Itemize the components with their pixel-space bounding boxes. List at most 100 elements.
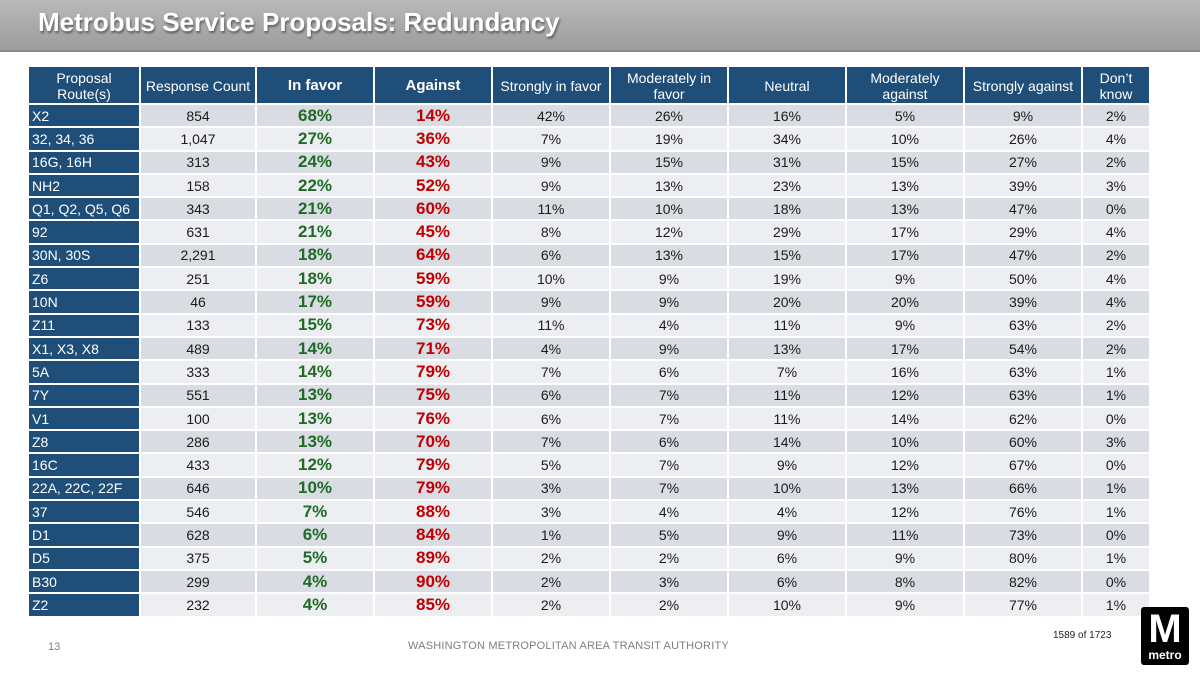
strongly-against-cell: 39% xyxy=(965,174,1081,197)
table-body: X2 854 68% 14% 42% 26% 16% 5% 9% 2% 32, 34, 36 1,04… xyxy=(29,105,1149,616)
title-bar: Metrobus Service Proposals: Redundancy xyxy=(0,0,1200,52)
dont-know-cell: 4% xyxy=(1083,268,1149,290)
dont-know-cell: 3% xyxy=(1083,174,1149,197)
response-count-cell: 375 xyxy=(141,547,255,569)
strongly-in-favor-cell: 6% xyxy=(493,244,609,267)
metro-logo: M metro xyxy=(1141,607,1189,665)
slide-number: 13 xyxy=(48,641,61,653)
table-row: D5 375 5% 89% 2% 2% 6% 9% 80% 1% xyxy=(29,547,1149,569)
table-row: 32, 34, 36 1,047 27% 36% 7% 19% 34% 10% 26% 4% xyxy=(29,128,1149,150)
table-row: 16C 433 12% 79% 5% 7% 9% 12% 67% 0% xyxy=(29,454,1149,476)
in-favor-cell: 15% xyxy=(257,314,373,336)
dont-know-cell: 1% xyxy=(1083,547,1149,569)
neutral-cell: 34% xyxy=(729,128,845,150)
strongly-against-cell: 27% xyxy=(965,151,1081,173)
against-cell: 52% xyxy=(375,174,491,197)
moderately-against-cell: 17% xyxy=(847,244,963,267)
against-cell: 14% xyxy=(375,105,491,127)
neutral-cell: 19% xyxy=(729,268,845,290)
table-row: V1 100 13% 76% 6% 7% 11% 14% 62% 0% xyxy=(29,407,1149,430)
strongly-against-cell: 50% xyxy=(965,268,1081,290)
moderately-in-favor-cell: 9% xyxy=(611,291,727,313)
neutral-cell: 31% xyxy=(729,151,845,173)
moderately-against-cell: 12% xyxy=(847,454,963,476)
in-favor-cell: 12% xyxy=(257,454,373,476)
moderately-against-cell: 8% xyxy=(847,570,963,593)
table-row: X2 854 68% 14% 42% 26% 16% 5% 9% 2% xyxy=(29,105,1149,127)
route-cell: Q1, Q2, Q5, Q6 xyxy=(29,198,139,220)
response-count-cell: 489 xyxy=(141,337,255,360)
route-cell: V1 xyxy=(29,407,139,430)
moderately-against-cell: 13% xyxy=(847,477,963,500)
dont-know-cell: 0% xyxy=(1083,524,1149,546)
response-count-cell: 631 xyxy=(141,221,255,243)
response-count-cell: 46 xyxy=(141,291,255,313)
in-favor-cell: 21% xyxy=(257,221,373,243)
response-count-cell: 628 xyxy=(141,524,255,546)
moderately-in-favor-cell: 9% xyxy=(611,337,727,360)
table-row: D1 628 6% 84% 1% 5% 9% 11% 73% 0% xyxy=(29,524,1149,546)
neutral-cell: 10% xyxy=(729,477,845,500)
organization-name: WASHINGTON METROPOLITAN AREA TRANSIT AUT… xyxy=(408,640,729,652)
in-favor-cell: 7% xyxy=(257,501,373,523)
against-cell: 43% xyxy=(375,151,491,173)
strongly-in-favor-cell: 9% xyxy=(493,174,609,197)
neutral-cell: 11% xyxy=(729,384,845,406)
response-count-cell: 2,291 xyxy=(141,244,255,267)
strongly-against-cell: 47% xyxy=(965,198,1081,220)
strongly-in-favor-cell: 8% xyxy=(493,221,609,243)
moderately-in-favor-cell: 7% xyxy=(611,454,727,476)
route-cell: D5 xyxy=(29,547,139,569)
strongly-in-favor-cell: 2% xyxy=(493,570,609,593)
route-cell: 16G, 16H xyxy=(29,151,139,173)
moderately-against-cell: 11% xyxy=(847,524,963,546)
dont-know-cell: 2% xyxy=(1083,244,1149,267)
table-row: Q1, Q2, Q5, Q6 343 21% 60% 11% 10% 18% 13% 47% 0% xyxy=(29,198,1149,220)
moderately-in-favor-cell: 13% xyxy=(611,174,727,197)
moderately-in-favor-cell: 4% xyxy=(611,501,727,523)
response-count-cell: 286 xyxy=(141,431,255,453)
route-cell: Z2 xyxy=(29,594,139,616)
against-cell: 36% xyxy=(375,128,491,150)
moderately-in-favor-cell: 2% xyxy=(611,547,727,569)
against-cell: 88% xyxy=(375,501,491,523)
route-cell: 37 xyxy=(29,501,139,523)
strongly-in-favor-cell: 2% xyxy=(493,594,609,616)
metro-logo-letter: M xyxy=(1148,607,1182,651)
table-row: NH2 158 22% 52% 9% 13% 23% 13% 39% 3% xyxy=(29,174,1149,197)
moderately-in-favor-cell: 6% xyxy=(611,361,727,383)
dont-know-cell: 2% xyxy=(1083,105,1149,127)
response-count-cell: 133 xyxy=(141,314,255,336)
route-cell: 30N, 30S xyxy=(29,244,139,267)
route-cell: D1 xyxy=(29,524,139,546)
moderately-against-cell: 9% xyxy=(847,547,963,569)
moderately-in-favor-cell: 26% xyxy=(611,105,727,127)
neutral-cell: 20% xyxy=(729,291,845,313)
response-count-cell: 299 xyxy=(141,570,255,593)
moderately-in-favor-cell: 2% xyxy=(611,594,727,616)
strongly-in-favor-cell: 7% xyxy=(493,361,609,383)
in-favor-cell: 21% xyxy=(257,198,373,220)
moderately-against-cell: 10% xyxy=(847,128,963,150)
against-cell: 59% xyxy=(375,291,491,313)
table-row: 7Y 551 13% 75% 6% 7% 11% 12% 63% 1% xyxy=(29,384,1149,406)
moderately-in-favor-cell: 5% xyxy=(611,524,727,546)
table-row: 16G, 16H 313 24% 43% 9% 15% 31% 15% 27% 2% xyxy=(29,151,1149,173)
neutral-cell: 7% xyxy=(729,361,845,383)
against-cell: 89% xyxy=(375,547,491,569)
strongly-in-favor-cell: 10% xyxy=(493,268,609,290)
strongly-in-favor-cell: 3% xyxy=(493,477,609,500)
moderately-in-favor-cell: 7% xyxy=(611,407,727,430)
moderately-against-cell: 5% xyxy=(847,105,963,127)
strongly-in-favor-cell: 5% xyxy=(493,454,609,476)
against-cell: 60% xyxy=(375,198,491,220)
strongly-in-favor-cell: 42% xyxy=(493,105,609,127)
route-cell: 7Y xyxy=(29,384,139,406)
dont-know-cell: 1% xyxy=(1083,384,1149,406)
table-row: 5A 333 14% 79% 7% 6% 7% 16% 63% 1% xyxy=(29,361,1149,383)
table-row: Z11 133 15% 73% 11% 4% 11% 9% 63% 2% xyxy=(29,314,1149,336)
dont-know-cell: 0% xyxy=(1083,454,1149,476)
in-favor-cell: 17% xyxy=(257,291,373,313)
route-cell: 5A xyxy=(29,361,139,383)
moderately-against-cell: 9% xyxy=(847,268,963,290)
